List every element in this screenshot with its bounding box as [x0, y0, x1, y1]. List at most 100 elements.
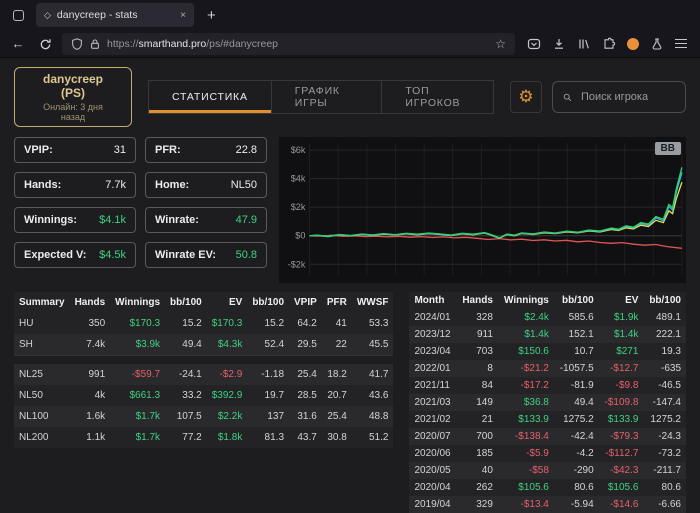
column-header: bb/100 — [643, 292, 686, 309]
flask-extension-icon[interactable] — [650, 37, 664, 51]
table-cell: 585.6 — [554, 309, 599, 326]
stat-label: PFR: — [155, 144, 181, 156]
new-tab-button[interactable]: + — [200, 7, 223, 24]
table-cell: -147.4 — [643, 394, 686, 411]
table-row: SH7.4k$3.9k49.4$4.3k52.429.52245.5 — [14, 334, 393, 356]
table-row: 2020/06185-$5.9-4.2-$112.7-73.2 — [409, 445, 686, 462]
table-cell: 25.4 — [289, 364, 322, 385]
table-cell: 152.1 — [554, 326, 599, 343]
player-search[interactable] — [552, 81, 686, 113]
table-cell: 18.2 — [322, 364, 352, 385]
table-row: HU350$170.315.2$170.315.264.24153.3 — [14, 313, 393, 334]
table-cell: 52.4 — [247, 334, 289, 356]
tab-top-players[interactable]: ТОП ИГРОКОВ — [382, 80, 494, 114]
table-cell: 7.4k — [70, 334, 111, 356]
table-cell: 49.4 — [165, 334, 207, 356]
table-row: NL2001.1k$1.7k77.2$1.8k81.343.730.851.2 — [14, 427, 393, 448]
table-cell: 19.7 — [247, 385, 289, 406]
url-bar[interactable]: https://smarthand.pro/ps/#danycreep ☆ — [62, 33, 515, 55]
table-cell: 15.2 — [247, 313, 289, 334]
table-cell: -42.4 — [554, 428, 599, 445]
pocket-icon[interactable] — [527, 37, 541, 51]
table-row: 2020/07700-$138.4-42.4-$79.3-24.3 — [409, 428, 686, 445]
stat-home: Home: NL50 — [145, 172, 267, 198]
settings-button[interactable]: ⚙ — [510, 81, 542, 113]
url-path: /ps/#danycreep — [206, 38, 278, 50]
table-cell: -73.2 — [643, 445, 686, 462]
menu-icon[interactable] — [675, 39, 687, 49]
player-online-status: Онлайн: 3 дня назад — [30, 102, 116, 122]
stat-label: Home: — [155, 179, 189, 191]
table-cell: 15.2 — [165, 313, 207, 334]
table-cell: 2023/12 — [409, 326, 456, 343]
table-cell: 81.3 — [247, 427, 289, 448]
bookmark-star-icon[interactable]: ☆ — [495, 37, 506, 51]
browser-tab[interactable]: ◇ danycreep - stats × — [36, 3, 194, 27]
column-header: VPIP — [289, 292, 322, 313]
column-header: bb/100 — [554, 292, 599, 309]
chart-units-badge[interactable]: BB — [655, 142, 681, 155]
table-cell: $2.2k — [207, 406, 248, 427]
download-icon[interactable] — [552, 37, 566, 51]
url-protocol: https:// — [107, 38, 139, 50]
tab-bar: ◇ danycreep - stats × + — [0, 0, 700, 30]
column-header: Hands — [457, 292, 498, 309]
stat-value: $4.1k — [99, 214, 126, 226]
table-cell: -1057.5 — [554, 360, 599, 377]
tracking-shield-icon[interactable] — [71, 38, 83, 50]
table-cell: $170.3 — [207, 313, 248, 334]
table-cell: 185 — [457, 445, 498, 462]
winnings-chart-svg: $6k$4k$2k$0-$2k — [279, 137, 686, 283]
table-cell: $36.8 — [498, 394, 554, 411]
stat-label: Winrate EV: — [155, 249, 216, 261]
table-cell: -$42.3 — [599, 462, 644, 479]
table-cell: -$21.2 — [498, 360, 554, 377]
table-row: 2019/04329-$13.4-5.94-$14.6-6.66 — [409, 496, 686, 513]
refresh-button[interactable] — [35, 36, 55, 51]
winnings-chart: $6k$4k$2k$0-$2k BB — [279, 137, 686, 283]
extension-orange-icon[interactable] — [627, 38, 639, 50]
search-input[interactable] — [579, 90, 675, 104]
table-cell: $170.3 — [110, 313, 165, 334]
table-row: 2020/0540-$58-290-$42.3-211.7 — [409, 462, 686, 479]
svg-text:$0: $0 — [295, 231, 305, 241]
tab-game-graph[interactable]: ГРАФИК ИГРЫ — [272, 80, 383, 114]
table-cell: 2022/01 — [409, 360, 456, 377]
table-cell: -6.66 — [643, 496, 686, 513]
stat-value: 50.8 — [236, 249, 257, 261]
table-cell: 222.1 — [643, 326, 686, 343]
column-header: bb/100 — [165, 292, 207, 313]
table-cell: $1.7k — [110, 406, 165, 427]
lock-icon[interactable] — [89, 38, 101, 50]
toolbar-icons — [522, 37, 692, 51]
column-header: Month — [409, 292, 456, 309]
stat-value: NL50 — [231, 179, 257, 191]
column-header: bb/100 — [247, 292, 289, 313]
table-divider — [14, 356, 393, 364]
table-cell: -24.1 — [165, 364, 207, 385]
table-cell: 31.6 — [289, 406, 322, 427]
library-icon[interactable] — [577, 37, 591, 51]
table-cell: 28.5 — [289, 385, 322, 406]
tab-statistics[interactable]: СТАТИСТИКА — [148, 80, 272, 114]
back-button[interactable]: ← — [8, 36, 28, 51]
table-cell: -4.2 — [554, 445, 599, 462]
table-row: 2022/018-$21.2-1057.5-$12.7-635 — [409, 360, 686, 377]
search-icon — [563, 91, 572, 104]
table-cell: 1275.2 — [554, 411, 599, 428]
column-header: Winnings — [110, 292, 165, 313]
tab-close-icon[interactable]: × — [180, 10, 186, 21]
table-cell: 4k — [70, 385, 111, 406]
extensions-puzzle-icon[interactable] — [602, 37, 616, 51]
firefox-view-button[interactable] — [6, 5, 30, 25]
table-cell: $392.9 — [207, 385, 248, 406]
browser-window: ◇ danycreep - stats × + ← https://smarth… — [0, 0, 700, 513]
table-cell: 2020/06 — [409, 445, 456, 462]
table-cell: 700 — [457, 428, 498, 445]
stat-label: VPIP: — [24, 144, 53, 156]
table-row: 2023/04703$150.610.7$27119.3 — [409, 343, 686, 360]
table-cell: 45.5 — [352, 334, 394, 356]
table-cell: 703 — [457, 343, 498, 360]
page-content: danycreep (PS) Онлайн: 3 дня назад СТАТИ… — [0, 58, 700, 513]
table-cell: -635 — [643, 360, 686, 377]
